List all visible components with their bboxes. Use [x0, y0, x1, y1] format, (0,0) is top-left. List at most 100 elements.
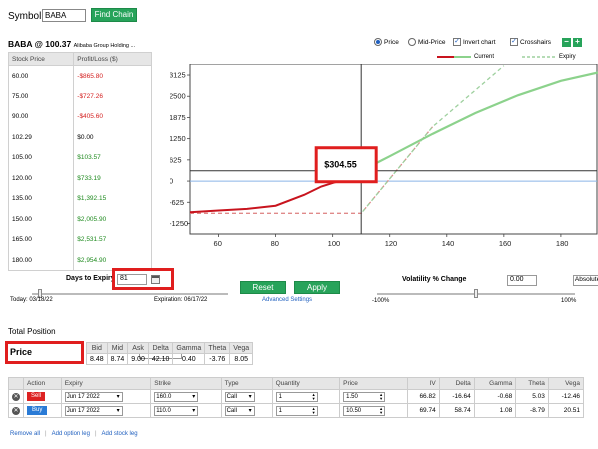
leg-action-button[interactable]: Buy	[27, 406, 48, 415]
legs-header-type: Type	[220, 377, 273, 390]
greek-value: 8.74	[106, 353, 129, 365]
greek-header: Gamma	[172, 342, 206, 354]
invert-chart-label: Invert chart	[463, 38, 496, 46]
legs-header-iv: IV	[406, 377, 440, 390]
greek-value: 42.10	[147, 353, 174, 365]
pl-row: 105.00 $103.57	[7, 147, 152, 168]
days-slider-track[interactable]	[32, 293, 228, 295]
mid-price-radio[interactable]: Mid-Price	[408, 38, 445, 46]
zoom-out-button[interactable]: −	[562, 38, 571, 47]
pl-value: $0.00	[73, 127, 152, 148]
zoom-in-button[interactable]: +	[573, 38, 582, 47]
leg-type-select[interactable]: Call	[224, 391, 255, 402]
greek-header: Delta	[147, 342, 174, 354]
price-radio-button[interactable]	[374, 38, 382, 46]
legs-header-expiry: Expiry	[60, 377, 152, 390]
leg-type-select[interactable]: Call	[224, 405, 255, 416]
greek-header: Ask	[127, 342, 149, 354]
pl-value: -$405.60	[73, 106, 152, 127]
volatility-slider-thumb[interactable]	[474, 289, 478, 298]
legs-remove-header	[8, 377, 24, 390]
total-position-title: Total Position	[8, 327, 56, 336]
volatility-label: Volatility % Change	[402, 276, 467, 283]
pl-price: 120.00	[7, 168, 75, 189]
leg-price-input[interactable]: 1.50 ▲ ▼	[343, 391, 386, 402]
calendar-icon[interactable]	[151, 275, 160, 284]
leg-expiry-select[interactable]: Jun 17 2022	[64, 391, 123, 402]
leg-quantity-input[interactable]: 1 ▲ ▼	[275, 405, 318, 416]
pl-row: 102.29 $0.00	[7, 127, 152, 148]
price-callout	[5, 341, 84, 364]
leg-vega: 20.51	[547, 403, 585, 418]
days-to-expiry-input[interactable]: 81	[117, 274, 147, 285]
advanced-settings-link[interactable]: Advanced Settings	[262, 297, 313, 303]
y-tick-label: 1250	[170, 134, 186, 143]
leg-expiry-select[interactable]: Jun 17 2022	[64, 405, 123, 416]
price-spinner-icon[interactable]: ▲ ▼	[379, 391, 384, 401]
days-slider-thumb[interactable]	[37, 289, 42, 298]
remove-all-link[interactable]: Remove all	[10, 431, 41, 437]
greek-header: Theta	[204, 342, 231, 354]
apply-button[interactable]: Apply	[294, 281, 340, 294]
invert-chart-check-icon[interactable]: ✓	[453, 38, 461, 46]
remove-leg-icon[interactable]: ✕	[12, 392, 20, 401]
profit-loss-header: Profit/Loss ($)	[73, 52, 152, 66]
quantity-spinner-icon[interactable]: ▲ ▼	[311, 391, 316, 401]
leg-strike-select[interactable]: 160.0	[154, 391, 199, 402]
pl-value: $2,005.90	[73, 209, 152, 230]
volatility-max-label: 100%	[561, 298, 577, 304]
reset-button[interactable]: Reset	[240, 281, 286, 294]
leg-iv: 66.82	[406, 389, 440, 404]
legs-header-price: Price	[339, 377, 408, 390]
find-chain-button[interactable]: Find Chain	[91, 8, 137, 22]
leg-price-input[interactable]: 10.50 ▲ ▼	[343, 405, 386, 416]
leg-row: ✕ Buy Jun 17 2022 110.0 Call 1 ▲▼ 10.50 ▲▼ 69.745…	[8, 403, 585, 418]
today-date: Today: 03/18/22	[10, 297, 53, 303]
mid-price-radio-button[interactable]	[408, 38, 416, 46]
greek-header: Mid	[106, 342, 129, 354]
legend-current-label: Current	[474, 54, 495, 60]
legs-header-action: Action	[23, 377, 62, 390]
days-to-expiry-callout	[112, 268, 174, 290]
position-greeks-table: Bid Mid Ask Delta Gamma Theta Vega 8.48 8.74 9.0…	[86, 342, 254, 365]
quantity-spinner-icon[interactable]: ▲ ▼	[311, 405, 316, 415]
days-to-expiry-label: Days to Expiry	[66, 275, 115, 282]
pl-row: 90.00 -$405.60	[7, 106, 152, 127]
crosshairs-label: Crosshairs	[520, 38, 552, 46]
pl-price: 60.00	[7, 65, 75, 86]
footer-links: Remove all | Add option leg | Add stock …	[10, 431, 138, 437]
symbol-label: Symbol	[8, 11, 42, 22]
leg-strike-select[interactable]: 110.0	[154, 405, 199, 416]
leg-quantity-value: 1	[278, 393, 282, 400]
symbol-input[interactable]: BABA	[42, 9, 86, 22]
volatility-input[interactable]: 0.00	[506, 275, 537, 286]
x-tick-label: 180	[556, 239, 569, 246]
expiration-date: Expiration: 06/17/22	[154, 297, 208, 303]
option-legs-table: Action Expiry Strike Type Quantity Price…	[8, 377, 585, 418]
legend-expiry: Expiry	[522, 54, 576, 60]
add-option-leg-link[interactable]: Add option leg	[51, 431, 90, 437]
crosshairs-checkbox[interactable]: ✓ Crosshairs	[510, 38, 551, 46]
price-radio[interactable]: Price	[374, 38, 399, 46]
pl-row: 75.00 -$727.26	[7, 86, 152, 107]
crosshairs-check-icon[interactable]: ✓	[510, 38, 518, 46]
profit-loss-chart[interactable]: 3125 2500 1875 1250 625 0 -625 -1250 60 80 100 120 1…	[170, 64, 598, 246]
leg-quantity-input[interactable]: 1 ▲ ▼	[275, 391, 318, 402]
leg-gamma: 1.08	[473, 403, 517, 418]
remove-leg-icon[interactable]: ✕	[12, 406, 20, 415]
legs-header-theta: Theta	[515, 377, 549, 390]
pl-value: $733.19	[73, 168, 152, 189]
invert-chart-checkbox[interactable]: ✓ Invert chart	[453, 38, 496, 46]
greek-value: 9.00	[127, 353, 149, 365]
add-stock-leg-link[interactable]: Add stock leg	[101, 431, 138, 437]
leg-vega: -12.46	[547, 389, 585, 404]
leg-theta: -8.79	[515, 403, 549, 418]
pl-row: 150.00 $2,005.90	[7, 209, 152, 230]
leg-theta: 5.03	[515, 389, 549, 404]
volatility-min-label: -100%	[372, 298, 390, 304]
greek-value: 8.48	[86, 353, 108, 365]
leg-action-button[interactable]: Sell	[27, 392, 46, 401]
volatility-mode-select[interactable]: Absolute	[572, 275, 598, 286]
price-spinner-icon[interactable]: ▲ ▼	[379, 405, 384, 415]
pl-row: 60.00 -$865.80	[7, 65, 152, 86]
